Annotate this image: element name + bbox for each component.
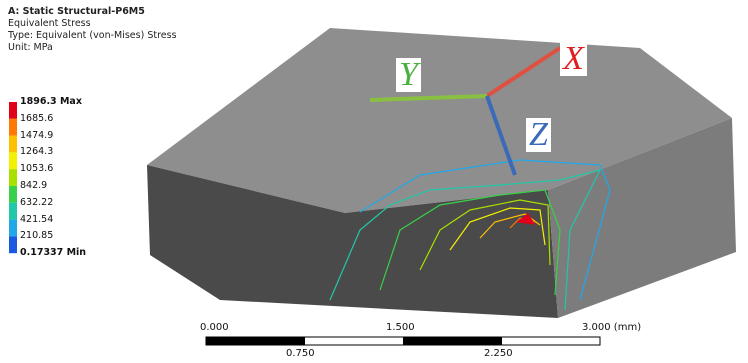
scale-label: 3.000 (mm) xyxy=(582,322,641,333)
axis-label: Y xyxy=(396,58,421,92)
legend-bar xyxy=(9,102,17,253)
result-name: Equivalent Stress xyxy=(8,18,91,29)
axis-label: Z xyxy=(526,118,551,152)
legend-band xyxy=(9,102,17,119)
scale-label: 2.250 xyxy=(484,348,513,359)
legend-band xyxy=(9,119,17,136)
legend-band xyxy=(9,220,17,237)
result-type: Type: Equivalent (von-Mises) Stress xyxy=(8,30,177,41)
legend-band xyxy=(9,203,17,220)
scale-bar xyxy=(206,337,600,345)
legend-band xyxy=(9,136,17,153)
scale-label: 0.000 xyxy=(200,322,229,333)
legend-band xyxy=(9,152,17,169)
model-view xyxy=(0,0,748,363)
legend-band xyxy=(9,236,17,253)
viewport: A: Static Structural-P6M5 Equivalent Str… xyxy=(0,0,748,363)
legend-label: 632.22 xyxy=(20,197,53,208)
scale-segment xyxy=(206,337,305,345)
scale-label: 0.750 xyxy=(286,348,315,359)
scale-label: 1.500 xyxy=(386,322,415,333)
legend-label: 421.54 xyxy=(20,214,53,225)
legend-label: 1264.3 xyxy=(20,146,53,157)
legend-label: 0.17337 Min xyxy=(20,247,86,258)
legend-band xyxy=(9,186,17,203)
legend-label: 1474.9 xyxy=(20,130,53,141)
legend-label: 1685.6 xyxy=(20,113,53,124)
scale-segment xyxy=(403,337,502,345)
legend-label: 210.85 xyxy=(20,230,53,241)
legend-band xyxy=(9,169,17,186)
result-title: A: Static Structural-P6M5 xyxy=(8,6,145,17)
axis-label: X xyxy=(560,42,587,76)
result-unit: Unit: MPa xyxy=(8,42,53,53)
legend-label: 1053.6 xyxy=(20,163,53,174)
legend-label: 842.9 xyxy=(20,180,47,191)
legend-label: 1896.3 Max xyxy=(20,96,82,107)
